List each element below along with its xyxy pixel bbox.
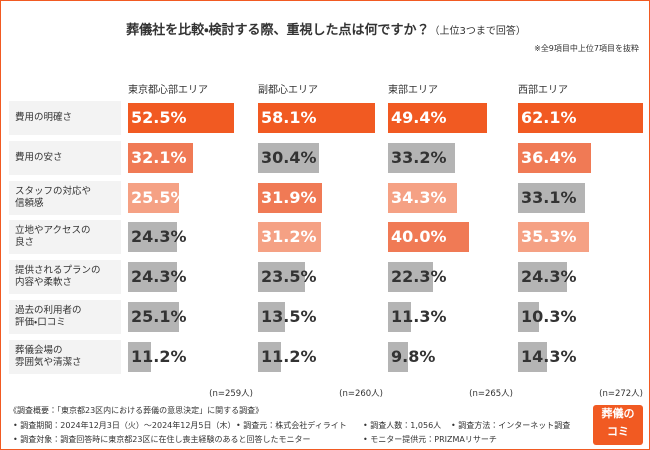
bar xyxy=(128,182,180,213)
value-label: 14.3% xyxy=(521,346,577,366)
value-label: 62.1% xyxy=(521,108,577,127)
sample-size: (n=272人) xyxy=(599,389,643,399)
value-label: 49.4% xyxy=(391,108,447,127)
value-label: 33.2% xyxy=(391,147,447,167)
bar xyxy=(258,142,320,173)
bar xyxy=(388,262,433,293)
bar xyxy=(258,262,306,293)
footer-item: • 調査人数：1,056人 xyxy=(363,421,442,430)
value-label: 31.2% xyxy=(261,227,317,247)
category-label: 提供されるプランの 内容や柔軟さ xyxy=(9,260,121,295)
note: ※全9項目中上位7項目を抜粋 xyxy=(534,44,639,53)
chart-subtitle: （上位3つまで回答） xyxy=(429,26,526,37)
bar xyxy=(388,302,411,332)
bar xyxy=(258,103,375,133)
value-label: 33.1% xyxy=(521,187,577,207)
bar xyxy=(258,182,323,213)
bar xyxy=(258,222,321,253)
value-label: 25.1% xyxy=(131,307,187,326)
category-label: 費用の安さ xyxy=(9,140,121,175)
title-row: 葬儀社を比較・検討する際、重視した点は何ですか？（上位3つまで回答） xyxy=(1,19,649,38)
bar xyxy=(388,341,408,372)
footer-item: • 調査対象：調査回答時に東京都23区に在住し喪主経験のあると回答したモニター xyxy=(13,435,311,444)
value-label: 24.3% xyxy=(521,267,577,287)
bar xyxy=(518,262,567,293)
sample-size: (n=265人) xyxy=(469,389,513,399)
category-label: スタッフの対応や 信頼感 xyxy=(9,180,121,215)
value-label: 36.4% xyxy=(521,147,577,167)
value-label: 40.0% xyxy=(391,227,447,247)
bar xyxy=(388,142,455,173)
value-label: 11.2% xyxy=(261,346,317,366)
bar xyxy=(128,142,193,173)
footer-item: • 調査期間：2024年12月3日（火）〜2024年12月5日（木） xyxy=(13,421,236,430)
panel-header: 東京都心部エリア xyxy=(128,85,208,96)
sample-size: (n=260人) xyxy=(339,389,383,399)
bar xyxy=(518,222,590,253)
bar xyxy=(518,341,547,372)
bar xyxy=(388,103,488,133)
value-label: 31.9% xyxy=(261,187,317,207)
bar xyxy=(518,142,592,173)
logo: 葬儀の コミ xyxy=(593,405,643,445)
value-label: 52.5% xyxy=(131,108,187,127)
panel-header: 副都心エリア xyxy=(258,85,318,96)
category-label: 過去の利用者の 評価・口コミ xyxy=(9,300,121,334)
footer-item: • 調査方法：インターネット調査 xyxy=(451,421,571,430)
value-label: 30.4% xyxy=(261,147,317,167)
footer-item: • モニター提供元：PRIZMAリサーチ xyxy=(363,435,497,444)
bar xyxy=(128,222,177,253)
value-label: 34.3% xyxy=(391,187,447,207)
value-label: 10.3% xyxy=(521,307,577,326)
bar xyxy=(518,302,539,332)
bar xyxy=(388,222,469,253)
bar xyxy=(128,341,151,372)
category-label: 葬儀会場の 雰囲気や清潔さ xyxy=(9,339,121,374)
category-label: 費用の明確さ xyxy=(9,101,121,135)
sample-size: (n=259人) xyxy=(209,389,253,399)
value-label: 11.3% xyxy=(391,307,447,326)
bar xyxy=(258,341,281,372)
bar xyxy=(518,103,643,133)
value-label: 32.1% xyxy=(131,147,187,167)
bar xyxy=(128,302,179,332)
value-label: 58.1% xyxy=(261,108,317,127)
value-label: 24.3% xyxy=(131,267,187,287)
bar xyxy=(388,182,458,213)
value-label: 11.2% xyxy=(131,346,187,366)
logo-line: 葬儀の xyxy=(601,407,635,420)
panel-header: 東部エリア xyxy=(388,85,438,96)
value-label: 9.8% xyxy=(391,346,436,366)
chart-title: 葬儀社を比較・検討する際、重視した点は何ですか？ xyxy=(126,23,430,38)
value-label: 13.5% xyxy=(261,307,317,326)
logo-line: コミ xyxy=(607,425,629,438)
bar xyxy=(128,103,234,133)
value-label: 24.3% xyxy=(131,227,187,247)
footer-item: • 調査元：株式会社ディライト xyxy=(236,421,347,430)
value-label: 35.3% xyxy=(521,227,577,247)
value-label: 23.5% xyxy=(261,267,317,287)
footer-heading: 《調査概要：「東京都23区内における葬儀の意思決定」に関する調査》 xyxy=(9,406,264,415)
bar xyxy=(258,302,286,332)
bar xyxy=(128,262,177,293)
panel-header: 西部エリア xyxy=(518,85,568,96)
value-label: 22.3% xyxy=(391,267,447,287)
category-label: 立地やアクセスの 良さ xyxy=(9,220,121,255)
bar xyxy=(518,182,585,213)
value-label: 25.5% xyxy=(131,187,187,207)
